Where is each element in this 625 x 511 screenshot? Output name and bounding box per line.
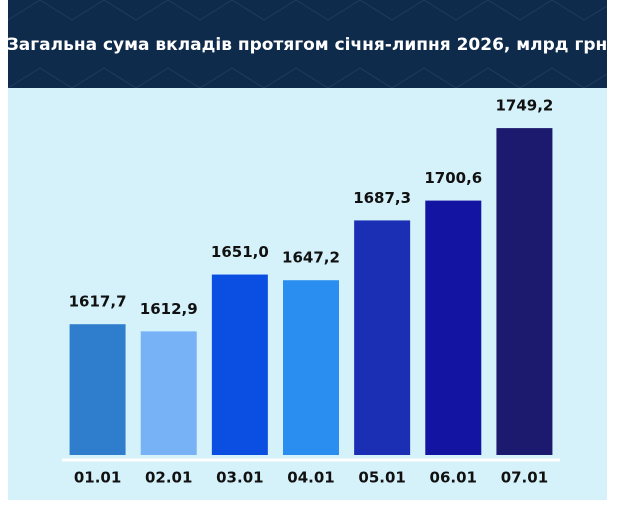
bar	[211, 274, 268, 455]
x-tick-label: 06.01	[430, 469, 477, 487]
bar	[425, 200, 482, 455]
x-tick-label: 04.01	[287, 469, 334, 487]
value-label: 1749,2	[495, 97, 553, 115]
x-tick-label: 01.01	[74, 469, 121, 487]
header-pattern	[7, 0, 608, 89]
chart-title: Загальна сума вкладів протягом січня-лип…	[7, 35, 608, 55]
x-tick-label: 03.01	[216, 469, 263, 487]
value-label: 1687,3	[353, 189, 411, 207]
bar	[283, 280, 339, 455]
bar	[140, 331, 197, 455]
x-tick-label: 07.01	[501, 469, 548, 487]
value-label: 1647,2	[282, 249, 340, 267]
value-label: 1700,6	[424, 169, 482, 187]
bar	[496, 128, 553, 456]
x-tick-label: 02.01	[145, 469, 192, 487]
value-label: 1617,7	[69, 293, 127, 311]
bar	[354, 220, 411, 455]
value-label: 1612,9	[140, 300, 198, 318]
value-label: 1651,0	[211, 243, 269, 261]
header-band	[8, 0, 607, 88]
bar	[69, 324, 126, 455]
x-tick-label: 05.01	[358, 469, 405, 487]
